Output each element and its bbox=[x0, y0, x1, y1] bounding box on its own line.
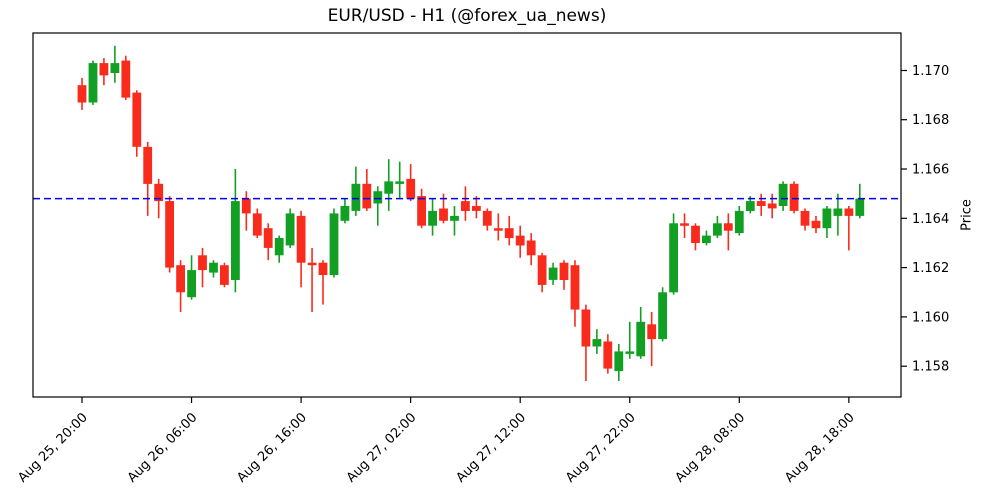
candle-body bbox=[734, 210, 744, 234]
candle-body bbox=[274, 238, 284, 256]
candle-body bbox=[756, 201, 766, 206]
candle-body bbox=[855, 198, 865, 216]
candle-body bbox=[110, 63, 120, 73]
candle-body bbox=[570, 265, 580, 310]
candle-body bbox=[669, 223, 678, 293]
candle-body bbox=[844, 208, 854, 216]
candle-body bbox=[241, 198, 251, 214]
candle-body bbox=[198, 255, 207, 271]
candle-body bbox=[822, 208, 832, 229]
x-tick-label: Aug 27, 12:00 bbox=[454, 410, 530, 486]
x-tick-label: Aug 28, 08:00 bbox=[673, 410, 749, 486]
candle-body bbox=[680, 223, 689, 226]
x-tick-label: Aug 26, 06:00 bbox=[125, 410, 201, 486]
candle-body bbox=[121, 60, 131, 98]
candle-body bbox=[231, 201, 240, 280]
x-tick-label: Aug 28, 18:00 bbox=[782, 410, 858, 486]
candle-body bbox=[559, 262, 569, 280]
candle-body bbox=[187, 270, 196, 298]
candle-body bbox=[176, 265, 185, 293]
y-tick-label: 1.160 bbox=[912, 310, 949, 325]
candle-body bbox=[472, 206, 481, 211]
candle-body bbox=[789, 183, 799, 211]
y-tick-label: 1.158 bbox=[912, 360, 949, 375]
candle-body bbox=[329, 213, 339, 275]
candle-body bbox=[811, 220, 821, 229]
x-tick-label: Aug 27, 02:00 bbox=[344, 410, 420, 486]
candle-body bbox=[614, 351, 624, 372]
candle-body bbox=[373, 191, 383, 204]
candle-body bbox=[636, 321, 646, 357]
candle-body bbox=[395, 181, 405, 184]
candle-body bbox=[340, 206, 350, 221]
candle-body bbox=[209, 262, 218, 273]
candle-body bbox=[625, 351, 635, 354]
candle-body bbox=[691, 225, 700, 243]
candle-body bbox=[296, 215, 306, 263]
candle-body bbox=[713, 223, 722, 236]
candle-body bbox=[800, 210, 810, 226]
candle-body bbox=[537, 255, 547, 285]
plot-border bbox=[32, 32, 902, 398]
y-tick-label: 1.166 bbox=[912, 163, 949, 178]
candle-body bbox=[504, 228, 514, 239]
candle-body bbox=[482, 210, 492, 226]
candle-body bbox=[165, 201, 174, 268]
x-tick-label: Aug 26, 16:00 bbox=[234, 410, 310, 486]
candle-body bbox=[132, 92, 142, 147]
candle-body bbox=[351, 183, 361, 211]
candle-body bbox=[450, 215, 459, 221]
candle-body bbox=[581, 309, 591, 347]
candle-body bbox=[515, 235, 525, 246]
candle-body bbox=[154, 183, 164, 202]
candle-body bbox=[285, 213, 295, 246]
candle-body bbox=[603, 341, 613, 369]
candle-body bbox=[745, 201, 755, 211]
y-tick-label: 1.164 bbox=[912, 212, 949, 227]
candle-body bbox=[384, 181, 394, 194]
candle-body bbox=[428, 210, 437, 226]
candle-body bbox=[658, 292, 667, 340]
candle-body bbox=[461, 201, 470, 211]
candle-body bbox=[220, 265, 229, 285]
candle-body bbox=[439, 208, 448, 221]
candle-body bbox=[778, 183, 788, 206]
candle-body bbox=[548, 267, 558, 280]
candle-body bbox=[417, 196, 426, 226]
y-axis-label: Price bbox=[959, 199, 975, 231]
candle-body bbox=[143, 146, 153, 184]
candle-body bbox=[406, 178, 416, 199]
candle-body bbox=[88, 63, 98, 103]
candle-body bbox=[592, 339, 602, 347]
candle-body bbox=[526, 240, 536, 256]
candle-body bbox=[99, 63, 109, 76]
candle-body bbox=[767, 203, 777, 209]
y-tick-label: 1.162 bbox=[912, 261, 949, 276]
candle-body bbox=[252, 213, 262, 236]
candle-body bbox=[318, 262, 328, 275]
y-tick-label: 1.168 bbox=[912, 113, 949, 128]
candle-body bbox=[702, 235, 711, 243]
candle-body bbox=[307, 262, 317, 266]
candle-body bbox=[263, 228, 273, 248]
candle-body bbox=[647, 324, 657, 340]
candle-body bbox=[77, 85, 87, 103]
x-tick-label: Aug 27, 22:00 bbox=[563, 410, 639, 486]
candle-body bbox=[493, 228, 503, 231]
candle-body bbox=[723, 223, 733, 231]
x-tick-label: Aug 25, 20:00 bbox=[15, 410, 91, 486]
candle-body bbox=[362, 183, 372, 209]
chart-title: EUR/USD - H1 (@forex_ua_news) bbox=[327, 6, 607, 26]
y-tick-label: 1.170 bbox=[912, 64, 949, 79]
candle-body bbox=[833, 208, 843, 216]
